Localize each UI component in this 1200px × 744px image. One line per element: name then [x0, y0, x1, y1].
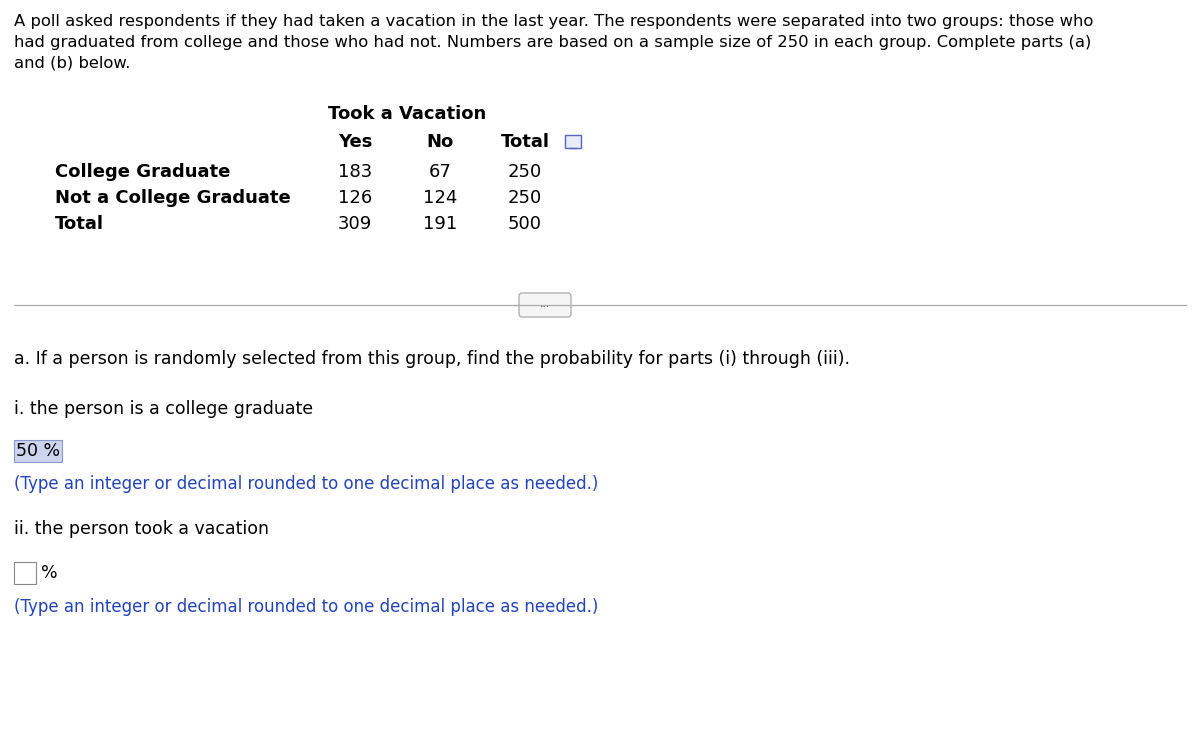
FancyBboxPatch shape: [520, 293, 571, 317]
FancyBboxPatch shape: [14, 562, 36, 584]
Text: had graduated from college and those who had not. Numbers are based on a sample : had graduated from college and those who…: [14, 35, 1091, 50]
Text: ii. the person took a vacation: ii. the person took a vacation: [14, 520, 269, 538]
Text: 183: 183: [338, 163, 372, 181]
Text: and (b) below.: and (b) below.: [14, 56, 131, 71]
Text: Not a College Graduate: Not a College Graduate: [55, 189, 290, 207]
Text: ...: ...: [540, 299, 550, 309]
Text: 500: 500: [508, 215, 542, 233]
Text: 50 %: 50 %: [16, 442, 60, 460]
Text: 126: 126: [338, 189, 372, 207]
FancyBboxPatch shape: [565, 135, 581, 148]
Text: 67: 67: [428, 163, 451, 181]
Text: Total: Total: [500, 133, 550, 151]
Text: Total: Total: [55, 215, 104, 233]
Text: A poll asked respondents if they had taken a vacation in the last year. The resp: A poll asked respondents if they had tak…: [14, 14, 1093, 29]
Text: 250: 250: [508, 189, 542, 207]
Text: No: No: [426, 133, 454, 151]
Text: College Graduate: College Graduate: [55, 163, 230, 181]
Text: i. the person is a college graduate: i. the person is a college graduate: [14, 400, 313, 418]
Text: 250: 250: [508, 163, 542, 181]
Text: 124: 124: [422, 189, 457, 207]
Text: (Type an integer or decimal rounded to one decimal place as needed.): (Type an integer or decimal rounded to o…: [14, 598, 599, 616]
Text: %: %: [41, 564, 58, 582]
Text: a. If a person is randomly selected from this group, find the probability for pa: a. If a person is randomly selected from…: [14, 350, 850, 368]
Text: Took a Vacation: Took a Vacation: [329, 105, 487, 123]
Text: 191: 191: [422, 215, 457, 233]
FancyBboxPatch shape: [14, 440, 62, 462]
Text: (Type an integer or decimal rounded to one decimal place as needed.): (Type an integer or decimal rounded to o…: [14, 475, 599, 493]
Text: 309: 309: [338, 215, 372, 233]
Text: Yes: Yes: [338, 133, 372, 151]
